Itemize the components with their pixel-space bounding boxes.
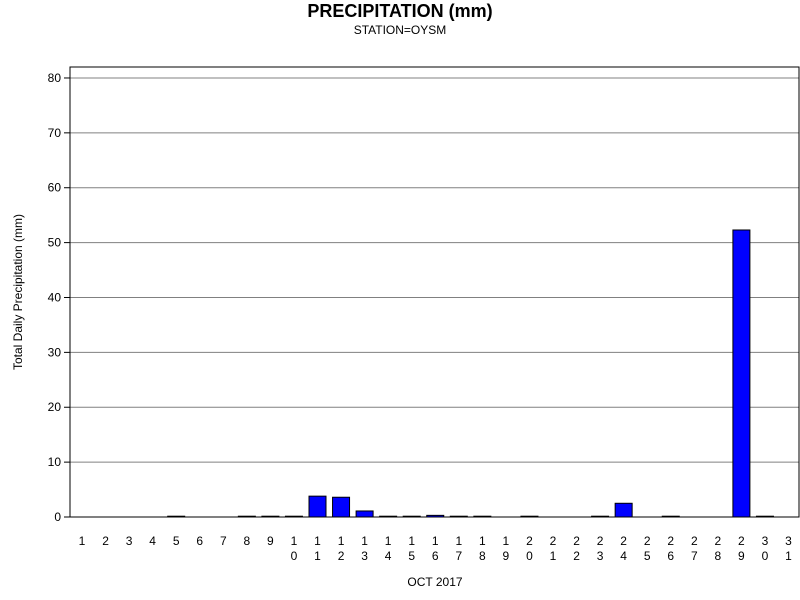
y-tick-label: 20 (48, 400, 62, 414)
plot-frame (69, 66, 800, 518)
y-tick-label: 60 (48, 181, 62, 195)
y-tick-label: 70 (48, 126, 62, 140)
x-tick-label: 3 (126, 534, 133, 548)
x-tick-label: 2 (102, 534, 109, 548)
y-tick-label: 10 (48, 455, 62, 469)
bar-day-11 (308, 495, 327, 518)
x-tick-label: 6 (196, 534, 203, 548)
bar-day-13 (355, 510, 374, 518)
axes (69, 66, 800, 518)
bars (167, 229, 774, 518)
chart-subtitle: STATION=OYSM (353, 23, 447, 37)
y-tick-label: 0 (54, 510, 61, 524)
x-tick-label: 1 (79, 534, 86, 548)
x-tick-label: 7 (220, 534, 227, 548)
x-tick-label: 9 (267, 534, 274, 548)
bar-day-24 (614, 502, 633, 518)
y-tick-label: 40 (48, 290, 62, 304)
y-ticks: 0 10 20 30 40 50 60 70 80 (48, 71, 70, 524)
x-ticks: 1 2 3 4 5 6 7 8 9 1 01 11 21 31 41 51 61 71 81 92 02 12 22 32 42… (79, 534, 793, 563)
bar-day-29 (732, 229, 751, 518)
x-axis-title: OCT 2017 (407, 575, 463, 589)
y-tick-label: 50 (48, 236, 62, 250)
chart-title: PRECIPITATION (mm) (307, 1, 493, 21)
x-tick-label: 8 (244, 534, 251, 548)
bar-day-12 (332, 496, 351, 518)
x-tick-label: 5 (173, 534, 180, 548)
gridlines (70, 77, 799, 463)
x-tick-label: 4 (149, 534, 156, 548)
y-tick-label: 30 (48, 345, 62, 359)
y-tick-label: 80 (48, 71, 62, 85)
